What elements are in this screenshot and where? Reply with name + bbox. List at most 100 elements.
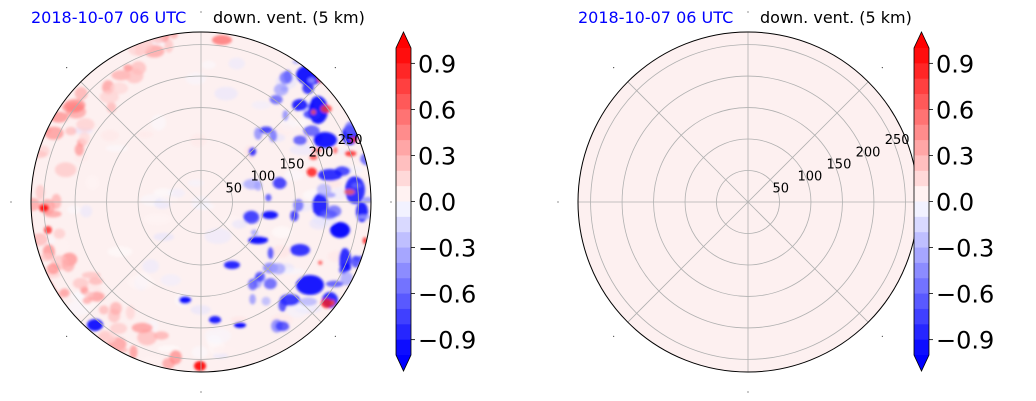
field-cell — [80, 205, 93, 218]
field-cell — [296, 275, 324, 295]
field-cell — [286, 302, 309, 318]
field-cell — [320, 60, 332, 70]
field-cell — [61, 257, 75, 272]
field-cell — [309, 154, 318, 161]
radial-tick-label: 250 — [338, 133, 363, 148]
field-cell — [278, 298, 287, 312]
colorbar-segment — [396, 63, 411, 80]
field-cell — [228, 57, 245, 70]
field-cell — [259, 126, 273, 134]
colorbar-segment — [396, 247, 411, 264]
radial-tick-labels: 50 100 150 200 250 — [226, 133, 363, 196]
field-cell — [110, 82, 129, 95]
colorbar-segment — [914, 339, 929, 356]
angular-tick — [747, 11, 749, 13]
field-cell — [282, 273, 302, 280]
angular-tick — [613, 67, 615, 69]
field-cell — [106, 102, 117, 113]
colorbar-segment — [396, 78, 411, 95]
colorbar-segment — [914, 63, 929, 80]
angular-gridline — [80, 81, 202, 203]
angular-tick — [937, 201, 939, 203]
field-cell — [125, 305, 135, 320]
field-cell — [262, 211, 278, 219]
field-cell — [85, 175, 100, 191]
angular-gridline — [80, 201, 202, 323]
field-cell — [352, 91, 360, 98]
field-cell — [230, 316, 248, 323]
field-cell — [271, 263, 286, 275]
colorbar-tick-label: 0.3 — [936, 142, 974, 170]
colorbar-segment — [396, 216, 411, 233]
field-cell — [356, 312, 364, 325]
colorbar-segment — [396, 124, 411, 141]
colorbar-segment — [914, 262, 929, 279]
field-cell — [254, 180, 263, 191]
angular-tick — [557, 201, 559, 203]
field-cell — [261, 296, 271, 306]
colorbar-segment — [914, 293, 929, 310]
field-cell — [179, 296, 191, 304]
angular-gridline — [200, 201, 322, 323]
field-cell — [337, 309, 352, 314]
polar-panel-left: 2018-10-07 06 UTC down. vent. (5 km) 50 1… — [10, 8, 476, 393]
field-cell — [214, 86, 238, 101]
field-cell — [310, 109, 317, 115]
field-cell — [309, 62, 322, 69]
field-cell — [153, 232, 174, 242]
angular-tick — [66, 67, 68, 69]
colorbar-segment — [396, 140, 411, 156]
field-cell — [209, 316, 221, 324]
field-cell — [40, 253, 54, 262]
colorbar-segment — [396, 170, 411, 187]
field-cell — [46, 263, 60, 275]
field-cell — [74, 86, 88, 100]
field-cell — [100, 129, 119, 142]
field-cell — [254, 271, 266, 283]
angular-tick — [390, 201, 392, 203]
field-cell — [153, 188, 173, 197]
colorbar-tick-label: −0.6 — [936, 281, 994, 309]
field-cell — [99, 305, 109, 315]
field-cell — [53, 228, 66, 239]
angular-gridline — [747, 81, 869, 203]
field-cell — [345, 302, 361, 309]
colorbar-tick-label: 0.0 — [936, 189, 974, 217]
field-cell — [279, 71, 293, 85]
field-layer — [31, 32, 371, 371]
field-cell — [311, 148, 322, 153]
field-cell — [282, 110, 289, 121]
colorbar-segment — [396, 293, 411, 310]
field-cell — [317, 260, 323, 265]
field-cell — [54, 162, 77, 178]
field-cell — [280, 267, 305, 275]
field-cell — [273, 83, 289, 96]
field-cell — [331, 299, 336, 307]
colorbar-segment — [914, 48, 929, 64]
field-cell — [366, 277, 371, 287]
radial-tick-label: 200 — [309, 145, 334, 160]
field-cell — [131, 322, 153, 333]
field-cell — [302, 82, 314, 94]
field-cell — [153, 331, 169, 340]
field-cell — [151, 114, 166, 131]
field-cell — [350, 136, 358, 143]
polar-panel-right: 2018-10-07 06 UTC down. vent. (5 km) 50 1… — [518, 0, 1036, 401]
field-cell — [354, 124, 370, 130]
field-cell — [83, 291, 94, 298]
field-cell — [267, 247, 274, 260]
colorbar-tick-label: −0.9 — [418, 327, 476, 355]
polar-plot-right: 50 100 150 200 250 0.9 0.6 0.3 0.0 −0.3 −0.6 −0.9 — [557, 11, 994, 393]
field-cell — [76, 118, 95, 132]
date-title: 2018-10-07 06 UTC — [31, 8, 187, 27]
angular-gridline — [627, 201, 749, 323]
colorbar-segment — [914, 140, 929, 156]
field-cell — [88, 277, 103, 285]
field-cell — [334, 166, 351, 176]
colorbar-extend-min — [914, 355, 929, 371]
polar-grid — [31, 32, 371, 372]
colorbar-segment — [914, 78, 929, 95]
colorbar-segment — [396, 308, 411, 325]
field-cell — [273, 123, 294, 137]
field-cell — [269, 94, 283, 105]
